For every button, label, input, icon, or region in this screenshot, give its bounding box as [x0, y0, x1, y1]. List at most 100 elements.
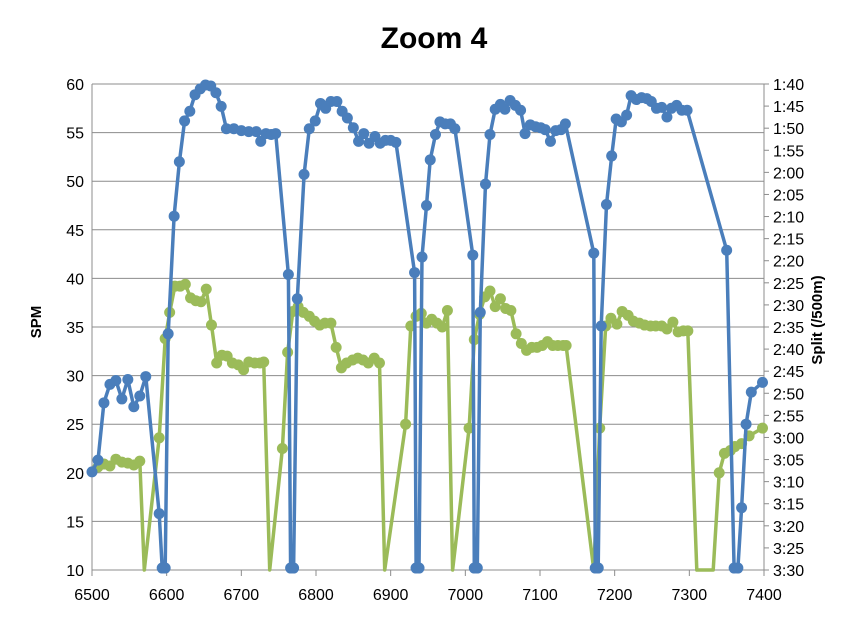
y2-tick-label-0: 1:40: [773, 77, 804, 94]
series-1-point-13: [162, 328, 174, 340]
series-1-point-32: [270, 128, 282, 140]
series-1-point-65: [449, 123, 461, 135]
y2-tick-label-2: 1:50: [773, 121, 804, 138]
series-1-point-22: [210, 87, 222, 99]
y-tick-label-10: 60: [66, 77, 84, 94]
series-1-point-4: [110, 374, 122, 386]
series-1-point-74: [499, 103, 511, 115]
series-1-point-10: [153, 508, 165, 520]
series-1-point-60: [424, 154, 436, 166]
series-1-point-91: [600, 199, 612, 211]
series-1-point-102: [656, 101, 668, 113]
series-1-point-61: [429, 129, 441, 141]
series-1-point-7: [128, 401, 140, 413]
y2-tick-label-20: 3:20: [773, 519, 804, 536]
y2-tick-label-22: 3:30: [773, 563, 804, 580]
x-axis: 6500 6600 6700 6800 6900 7000 7100 7200 7300 7400: [74, 570, 782, 604]
series-1-point-36: [291, 293, 303, 305]
series-1-point-112: [740, 418, 752, 430]
series-1-point-114: [757, 376, 769, 388]
y-axis-label: SPM: [28, 306, 45, 339]
x-tick-label-9: 7400: [746, 587, 782, 604]
y-axis-left: 10 15 20 25 30 35 40 45 50 55 60: [66, 77, 84, 580]
y-tick-label-4: 30: [66, 369, 84, 386]
series-1-point-47: [353, 135, 365, 147]
y2-tick-label-16: 3:00: [773, 430, 804, 447]
series-1-point-5: [116, 393, 128, 405]
y2-tick-label-6: 2:10: [773, 210, 804, 227]
series-1-point-15: [173, 156, 185, 168]
series-1-point-82: [539, 124, 551, 136]
y2-tick-label-12: 2:40: [773, 342, 804, 359]
series-1-point-90: [595, 320, 607, 332]
series-1-point-23: [215, 100, 227, 112]
series-2-point-19: [205, 319, 217, 331]
series-1-point-108: [721, 244, 733, 256]
series-1-point-95: [621, 109, 633, 121]
series-1-point-70: [479, 178, 491, 190]
series-1-point-28: [250, 126, 262, 138]
series-2-point-58: [436, 321, 448, 333]
series-2-point-20: [211, 357, 223, 369]
series-2-point-107: [757, 422, 769, 434]
series-1-point-0: [86, 466, 98, 478]
series-1-point-83: [544, 135, 556, 147]
y2-axis-label: Split (/500m): [809, 275, 826, 364]
series-2-point-69: [505, 304, 517, 316]
y2-tick-label-8: 2:20: [773, 254, 804, 271]
series-1-point-57: [413, 562, 425, 574]
y2-tick-label-15: 2:55: [773, 408, 804, 425]
y2-tick-label-13: 2:45: [773, 364, 804, 381]
x-tick-label-4: 6900: [373, 587, 409, 604]
series-2-point-59: [441, 304, 453, 316]
series-1-point-86: [559, 118, 571, 130]
series-1-point-77: [515, 104, 527, 116]
series-1-point-12: [159, 562, 171, 574]
series-1-point-55: [409, 267, 421, 279]
series-2-point-25: [238, 364, 250, 376]
series-2-point-101: [713, 467, 725, 479]
series-1-point-103: [661, 111, 673, 123]
y2-tick-label-17: 3:05: [773, 453, 804, 470]
series-1-point-59: [421, 200, 433, 211]
x-tick-label-0: 6500: [74, 587, 110, 604]
series-1-point-37: [298, 168, 310, 180]
y-tick-label-1: 15: [66, 514, 84, 531]
series-1-point-9: [140, 371, 152, 383]
y-tick-label-0: 10: [66, 563, 84, 580]
y2-tick-label-11: 2:35: [773, 320, 804, 337]
series-group: [86, 79, 769, 574]
series-1-point-78: [519, 128, 531, 140]
series-1-point-38: [303, 123, 315, 135]
series-2-point-85: [611, 318, 623, 330]
series-1-point-111: [736, 502, 748, 514]
x-tick-label-1: 6600: [149, 587, 185, 604]
x-tick-label-3: 6800: [298, 587, 334, 604]
series-2: [92, 278, 769, 572]
series-2-point-7: [134, 455, 146, 467]
series-1-point-87: [588, 247, 600, 259]
chart-title: Zoom 4: [381, 22, 488, 55]
y-tick-label-6: 40: [66, 271, 84, 288]
y-axis-right: 1:40 1:45 1:50 1:55 2:00 2:05 2:10 2:15 2:20 2:25…: [764, 77, 804, 580]
series-1-point-2: [98, 397, 110, 409]
series-2-point-40: [325, 317, 337, 329]
y-tick-label-7: 45: [66, 223, 84, 240]
series-1-point-45: [341, 112, 353, 124]
series-1-point-43: [331, 95, 343, 107]
series-2-point-66: [489, 301, 501, 313]
series-1-point-1: [92, 454, 104, 466]
y2-tick-label-4: 2:00: [773, 165, 804, 182]
y2-tick-label-3: 1:55: [773, 143, 804, 160]
x-tick-label-5: 7000: [448, 587, 484, 604]
series-1: [86, 79, 769, 574]
series-1-point-35: [288, 562, 300, 574]
series-2-point-98: [682, 325, 694, 337]
y2-tick-label-18: 3:10: [773, 475, 804, 492]
series-1-point-68: [471, 562, 483, 574]
series-2-point-95: [667, 316, 679, 328]
series-1-point-54: [390, 136, 402, 148]
y2-tick-label-7: 2:15: [773, 232, 804, 249]
y2-tick-label-10: 2:30: [773, 298, 804, 315]
y-tick-label-2: 20: [66, 466, 84, 483]
